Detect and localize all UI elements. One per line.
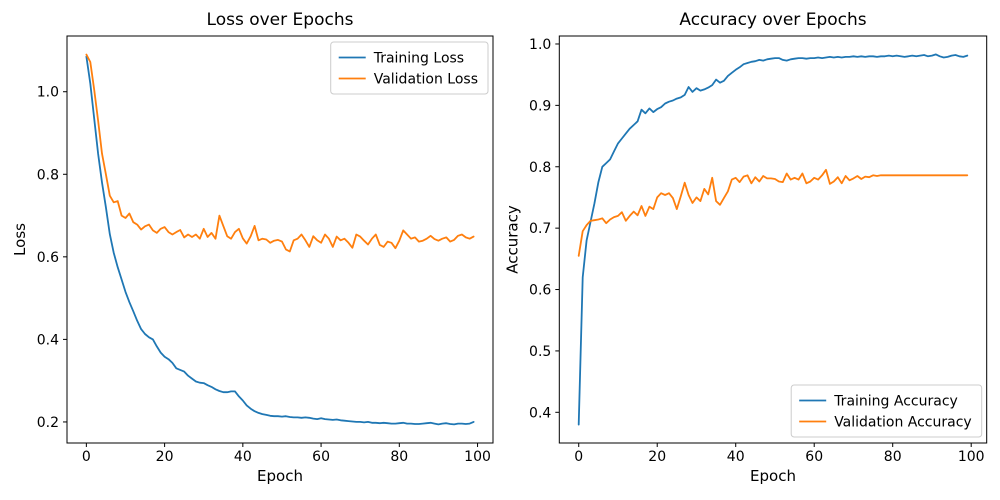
x-tick-label: 40 <box>727 449 745 465</box>
x-tick-label: 60 <box>805 449 823 465</box>
line-validation-accuracy <box>577 168 969 257</box>
y-tick-label: 0.2 <box>37 415 59 431</box>
line-training-loss <box>85 55 475 426</box>
legend-box <box>790 384 983 438</box>
y-tick-label: 0.4 <box>37 332 59 348</box>
legend: Training Loss Validation Loss <box>330 41 489 95</box>
y-tick-label: 0.8 <box>529 160 551 176</box>
x-axis-label: Epoch <box>257 467 303 485</box>
legend-label: Validation Accuracy <box>834 415 972 431</box>
y-tick-label: 0.4 <box>529 405 551 421</box>
x-tick-label: 60 <box>312 449 330 465</box>
legend-label: Training Accuracy <box>833 394 958 410</box>
legend: Training Accuracy Validation Accuracy <box>790 384 983 438</box>
x-tick-label: 0 <box>82 449 91 465</box>
y-axis-label: Loss <box>11 223 29 256</box>
y-tick-label: 0.8 <box>37 167 59 183</box>
x-axis-label: Epoch <box>750 467 796 485</box>
y-tick-label: 0.6 <box>37 250 59 266</box>
y-tick-label: 1.0 <box>529 37 551 53</box>
y-axis-label: Accuracy <box>503 205 521 274</box>
x-tick-label: 20 <box>156 449 174 465</box>
x-tick-label: 0 <box>574 449 583 465</box>
axes-spines <box>66 35 494 444</box>
x-tick-label: 40 <box>234 449 252 465</box>
x-tick-label: 20 <box>648 449 666 465</box>
chart-title: Accuracy over Epochs <box>679 10 866 30</box>
x-tick-label: 100 <box>958 449 985 465</box>
axes-spines <box>558 35 988 444</box>
y-tick-label: 0.6 <box>529 283 551 299</box>
x-tick-label: 80 <box>390 449 408 465</box>
chart-title: Loss over Epochs <box>207 10 354 30</box>
y-tick-label: 0.5 <box>529 344 551 360</box>
line-training-accuracy <box>577 53 969 426</box>
legend-label: Validation Loss <box>374 72 478 88</box>
x-tick-label: 100 <box>464 449 491 465</box>
line-validation-loss <box>85 53 475 253</box>
y-tick-label: 1.0 <box>37 85 59 101</box>
legend-box <box>330 41 489 95</box>
y-tick-label: 0.9 <box>529 98 551 114</box>
legend-label: Training Loss <box>373 51 464 67</box>
x-tick-label: 80 <box>884 449 902 465</box>
y-tick-label: 0.7 <box>529 221 551 237</box>
